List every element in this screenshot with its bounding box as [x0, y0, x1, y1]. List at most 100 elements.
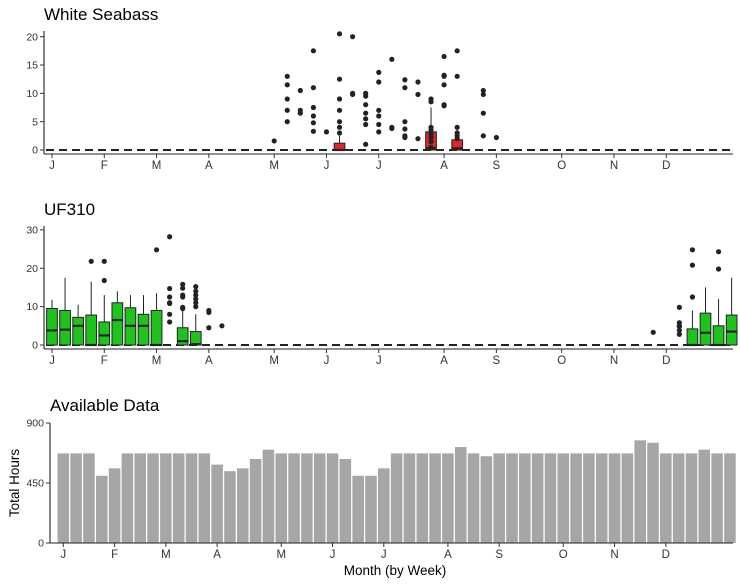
bar: [621, 453, 634, 543]
box: [686, 328, 699, 346]
x-tick-label: J: [324, 355, 330, 367]
outlier-point: [310, 113, 316, 119]
y-tick-label: 30: [26, 224, 38, 236]
bar: [390, 453, 403, 543]
bar: [429, 453, 441, 543]
outlier-point: [336, 31, 343, 37]
bar: [416, 453, 429, 543]
outlier-point: [310, 104, 316, 111]
outlier-point: [376, 121, 382, 128]
bar: [467, 453, 480, 543]
outlier-point: [206, 325, 212, 331]
y-tick-label: 0: [32, 145, 38, 157]
outlier-point: [310, 85, 316, 91]
outlier-point: [454, 124, 460, 130]
x-tick-label: N: [610, 160, 618, 172]
outlier-point: [389, 125, 395, 132]
outlier-point: [454, 136, 460, 142]
outlier-point: [167, 311, 173, 317]
bar: [493, 453, 505, 543]
bar: [365, 475, 377, 543]
bar: [634, 440, 646, 543]
outlier-point: [284, 82, 290, 88]
bar: [544, 453, 557, 543]
x-tick-label: N: [610, 355, 618, 367]
outlier-point: [402, 126, 408, 132]
outlier-point: [193, 304, 199, 310]
x-tick-label: A: [444, 549, 452, 561]
outlier-point: [402, 119, 408, 125]
outlier-point: [193, 288, 199, 294]
y-tick-label: 5: [32, 116, 38, 128]
x-tick-label: A: [205, 355, 213, 367]
bar: [352, 475, 364, 543]
outlier-point: [480, 87, 486, 94]
outlier-point: [101, 258, 107, 264]
bar: [313, 453, 326, 543]
x-tick-label: O: [559, 549, 568, 561]
outlier-point: [376, 79, 382, 85]
outlier-point: [336, 130, 343, 136]
outlier-point: [167, 285, 173, 292]
x-tick-label: J: [49, 160, 55, 172]
outlier-point: [480, 133, 486, 139]
bar: [198, 453, 211, 543]
x-tick-label: J: [324, 160, 330, 172]
outlier-point: [389, 56, 395, 62]
outlier-point: [284, 107, 290, 113]
x-tick-label: F: [101, 355, 108, 367]
y-tick-label: 0: [32, 340, 38, 352]
box: [98, 321, 111, 346]
outlier-point: [350, 34, 356, 40]
outlier-point: [676, 331, 682, 337]
outlier-point: [363, 116, 369, 122]
outlier-point: [676, 323, 682, 330]
outlier-point: [180, 294, 186, 300]
outlier-point: [336, 107, 343, 113]
outlier-point: [689, 247, 696, 253]
bar: [301, 453, 313, 543]
bar: [711, 453, 723, 543]
x-tick-label: F: [101, 160, 108, 172]
outlier-point: [715, 249, 722, 255]
y-axis-label: Total Hours: [7, 449, 22, 518]
bar: [70, 453, 82, 543]
bar: [249, 459, 262, 543]
y-tick-label: 20: [26, 31, 38, 43]
outlier-point: [193, 292, 199, 298]
bar: [698, 449, 711, 543]
bar: [660, 453, 672, 543]
bar: [557, 453, 570, 543]
box: [46, 308, 58, 346]
outlier-point: [180, 281, 186, 287]
box: [699, 312, 712, 346]
outlier-point: [415, 91, 421, 98]
outlier-point: [153, 247, 160, 253]
outlier-point: [376, 107, 382, 113]
bar: [121, 453, 134, 543]
outlier-point: [336, 119, 343, 125]
outlier-point: [428, 127, 434, 133]
outlier-point: [193, 300, 199, 306]
x-tick-label: D: [662, 160, 670, 172]
outlier-point: [297, 110, 303, 116]
outlier-point: [193, 284, 199, 290]
bar: [339, 459, 352, 543]
x-tick-label: A: [440, 160, 448, 172]
outlier-point: [167, 294, 173, 300]
outlier-point: [310, 48, 316, 54]
x-tick-label: M: [161, 549, 171, 561]
outlier-point: [441, 82, 447, 88]
outlier-point: [297, 87, 303, 94]
x-tick-label: A: [205, 160, 213, 172]
x-axis-label: Month (by Week): [344, 563, 447, 578]
box: [712, 325, 725, 346]
x-tick-label: S: [493, 160, 501, 172]
box: [176, 327, 189, 346]
outlier-point: [480, 110, 486, 116]
outlier-point: [363, 93, 369, 99]
outlier-point: [689, 294, 696, 300]
outlier-point: [715, 266, 722, 272]
box: [189, 331, 202, 346]
outlier-point: [336, 76, 343, 82]
